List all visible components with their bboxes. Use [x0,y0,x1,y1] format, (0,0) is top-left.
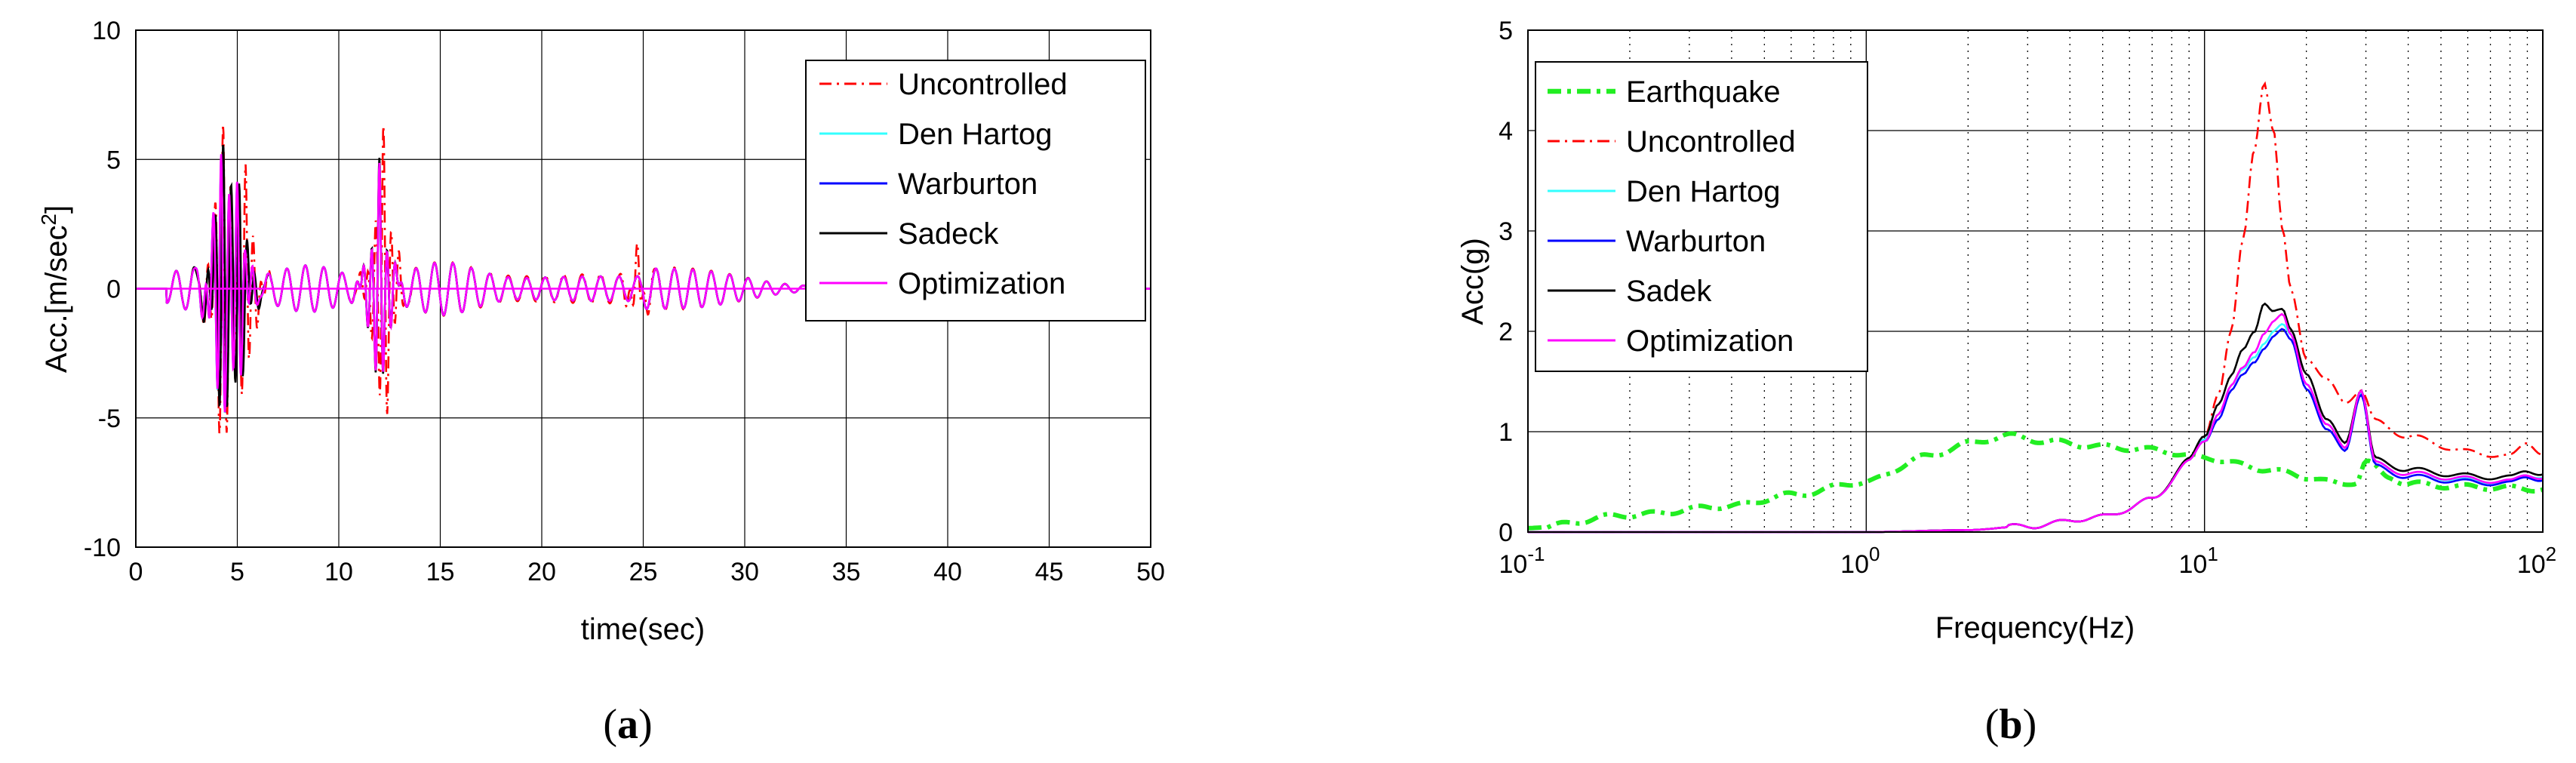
panel-a-x-tick-label: 45 [1035,558,1064,586]
panel-a-x-tick-label: 25 [629,558,658,586]
panel-a-y-axis-label: Acc.[m/sec2] [37,205,73,373]
panel-b-legend: Earthquake Uncontrolled Den Hartog Warburto… [1535,61,1868,372]
panel-b-x-ticks: 10-1 100 101 102 [1499,543,2557,579]
legend-label-den-hartog: Den Hartog [1626,175,1781,208]
legend-label-warburton: Warburton [898,168,1037,201]
panel-a-y-tick-label: -10 [84,534,121,562]
panel-b-y-tick-label: 1 [1499,418,1513,447]
legend-label-earthquake: Earthquake [1626,75,1781,109]
panel-a-x-tick-label: 40 [933,558,962,586]
legend-label-sadek: Sadek [1626,275,1712,308]
legend-label-warburton: Warburton [1626,225,1766,258]
panel-a-legend: Uncontrolled Den Hartog Warburton Sadeck Opt… [805,60,1146,322]
legend-label-den-hartog: Den Hartog [898,118,1053,151]
panel-a-x-axis-label: time(sec) [581,613,705,646]
panel-b-y-tick-label: 2 [1499,318,1513,346]
legend-label-uncontrolled: Uncontrolled [1626,125,1796,158]
panel-a-x-tick-label: 35 [832,558,861,586]
panel-b-frame [1527,29,2544,533]
panel-a-x-tick-label: 0 [129,558,143,586]
panel-a-x-tick-label: 15 [426,558,455,586]
panel-b-x-tick-label: 100 [1840,543,1880,579]
panel-b-y-tick-label: 4 [1499,117,1513,146]
panel-a-legend-box [805,60,1146,322]
panel-a-y-tick-label: -5 [98,405,121,433]
panel-b-x-axis-label: Frequency(Hz) [1935,611,2135,645]
panel-a-y-ticks: -10 -5 0 5 10 [84,17,121,562]
panel-a-y-tick-label: 10 [92,17,121,45]
panel-a-x-tick-label: 5 [230,558,244,586]
panel-a-x-tick-label: 20 [527,558,556,586]
panel-a-x-tick-label: 30 [730,558,759,586]
panel-b-x-tick-label: 101 [2179,543,2218,579]
panel-b-y-tick-label: 5 [1499,17,1513,45]
legend-label-optimization: Optimization [1626,325,1794,358]
panel-b-y-axis-label: Acc(g) [1456,238,1489,325]
panel-b-y-ticks: 0 1 2 3 4 5 [1499,17,1513,547]
legend-label-optimization: Optimization [898,267,1065,300]
panel-a-y-tick-label: 0 [106,275,121,304]
legend-label-sadeck: Sadeck [898,217,999,251]
panel-b-x-tick-label: 10-1 [1499,543,1545,579]
panel-a-x-ticks: 0 5 10 15 20 25 30 35 40 45 50 [129,558,1165,586]
panel-a-y-tick-label: 5 [106,146,121,174]
panel-b-y-tick-label: 3 [1499,217,1513,246]
panel-b: 10-1 100 101 102 0 1 2 3 4 5 Frequency(Hz) Acc(g… [1456,17,2556,748]
panel-b-x-tick-label: 102 [2517,543,2556,579]
legend-label-uncontrolled: Uncontrolled [898,68,1068,101]
panel-b-y-tick-label: 0 [1499,518,1513,547]
panel-a-subfigure-label: (a) [603,701,652,748]
panel-a-x-tick-label: 10 [324,558,353,586]
panel-b-legend-box [1535,61,1868,372]
panel-a-x-tick-label: 50 [1136,558,1165,586]
panel-b-series-earthquake [1528,431,2544,531]
panel-b-subfigure-label: (b) [1985,701,2037,748]
panel-a-frame [135,29,1151,548]
panel-a: 0 5 10 15 20 25 30 35 40 45 50 -10 -5 0 5 10 time(sec)… [37,17,1165,748]
